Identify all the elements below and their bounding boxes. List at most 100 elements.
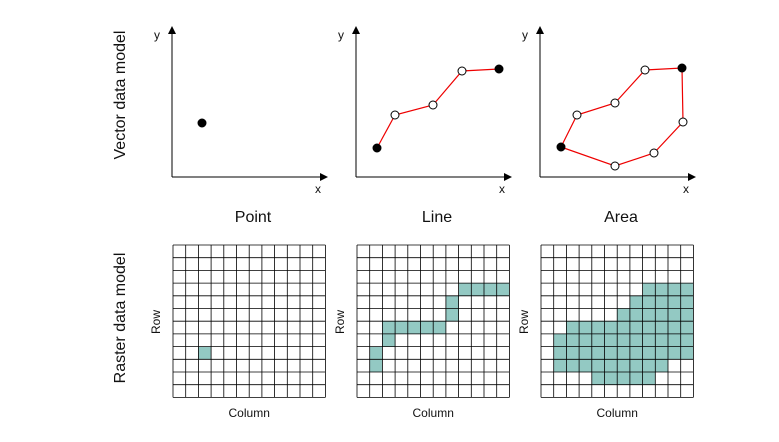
vertex [390, 110, 400, 120]
raster-cell [604, 346, 618, 360]
raster-cell [382, 333, 396, 347]
raster-cell [617, 346, 630, 360]
vertex [494, 64, 504, 74]
raster-cell [591, 372, 605, 385]
raster-cell [629, 359, 643, 372]
raster-cell [553, 333, 567, 347]
raster-x-label: Column [413, 406, 454, 420]
raster-cell [496, 283, 510, 296]
vertex [649, 148, 659, 158]
raster-cell [655, 308, 668, 322]
raster-cell [395, 321, 408, 334]
raster-cell [629, 372, 643, 385]
panel-title: Point [235, 209, 272, 226]
raster-cell [668, 283, 681, 296]
raster-cell [642, 333, 656, 347]
raster-cell [655, 359, 668, 372]
row-label: Vector data model [112, 31, 129, 160]
raster-cell [591, 359, 605, 372]
raster-cell [680, 321, 694, 334]
x-axis-label: x [683, 182, 689, 196]
vertex [610, 98, 620, 108]
raster-cell [655, 346, 668, 360]
y-axis-label: y [522, 28, 528, 42]
raster-x-label: Column [597, 406, 638, 420]
raster-cell [407, 321, 421, 334]
raster-cell [642, 359, 656, 372]
raster-y-label: Row [149, 310, 163, 334]
raster-cell [642, 372, 656, 385]
raster-cell [591, 321, 605, 334]
raster-cell [566, 321, 580, 334]
raster-cell [642, 283, 656, 296]
raster-cell [642, 295, 656, 309]
panel-title: Line [422, 209, 452, 226]
raster-cell [604, 333, 618, 347]
raster-cell [566, 333, 580, 347]
raster-cell [369, 359, 383, 372]
raster-cell [604, 359, 618, 372]
raster-cell [553, 359, 567, 372]
raster-cell [617, 333, 630, 347]
raster-cell [680, 333, 694, 347]
raster-cell [680, 295, 694, 309]
panel-title: Area [604, 209, 638, 226]
raster-cell [566, 346, 580, 360]
raster-cell [680, 308, 694, 322]
vertex [197, 118, 207, 128]
raster-cell [382, 321, 396, 334]
raster-cell [445, 295, 459, 309]
raster-cell [642, 308, 656, 322]
vertex [677, 63, 687, 73]
raster-cell [420, 321, 434, 334]
x-axis-label: x [499, 182, 505, 196]
raster-cell [655, 283, 668, 296]
raster-cell [629, 333, 643, 347]
raster-cell [604, 321, 618, 334]
x-axis-label: x [315, 182, 321, 196]
raster-cell [680, 346, 694, 360]
raster-cell [668, 321, 681, 334]
raster-cell [668, 308, 681, 322]
raster-cell [655, 295, 668, 309]
raster-cell [579, 333, 592, 347]
raster-cell [655, 321, 668, 334]
y-axis-label: y [154, 28, 160, 42]
raster-cell [655, 333, 668, 347]
raster-x-label: Column [229, 406, 270, 420]
raster-cell [668, 295, 681, 309]
vertex [640, 65, 650, 75]
raster-cell [445, 308, 459, 322]
raster-cell [617, 308, 630, 322]
raster-cell [668, 346, 681, 360]
raster-cell [566, 359, 580, 372]
y-axis-label: y [338, 28, 344, 42]
raster-cell [579, 321, 592, 334]
row-label: Raster data model [112, 253, 129, 384]
vertex [610, 161, 620, 171]
raster-cell [629, 321, 643, 334]
raster-cell [629, 346, 643, 360]
raster-cell [680, 283, 694, 296]
raster-cell [579, 359, 592, 372]
raster-cell [617, 372, 630, 385]
raster-cell [668, 333, 681, 347]
raster-cell [617, 359, 630, 372]
raster-cell [471, 283, 484, 296]
raster-y-label: Row [517, 310, 531, 334]
vertex [572, 110, 582, 120]
raster-cell [198, 346, 212, 360]
raster-cell [617, 321, 630, 334]
vertex [457, 66, 467, 76]
raster-y-label: Row [333, 310, 347, 334]
vertex [678, 117, 688, 127]
vertex [556, 142, 566, 152]
raster-cell [553, 346, 567, 360]
raster-cell [642, 321, 656, 334]
raster-cell [458, 283, 472, 296]
raster-cell [642, 346, 656, 360]
raster-cell [604, 372, 618, 385]
raster-cell [591, 333, 605, 347]
raster-cell [579, 346, 592, 360]
